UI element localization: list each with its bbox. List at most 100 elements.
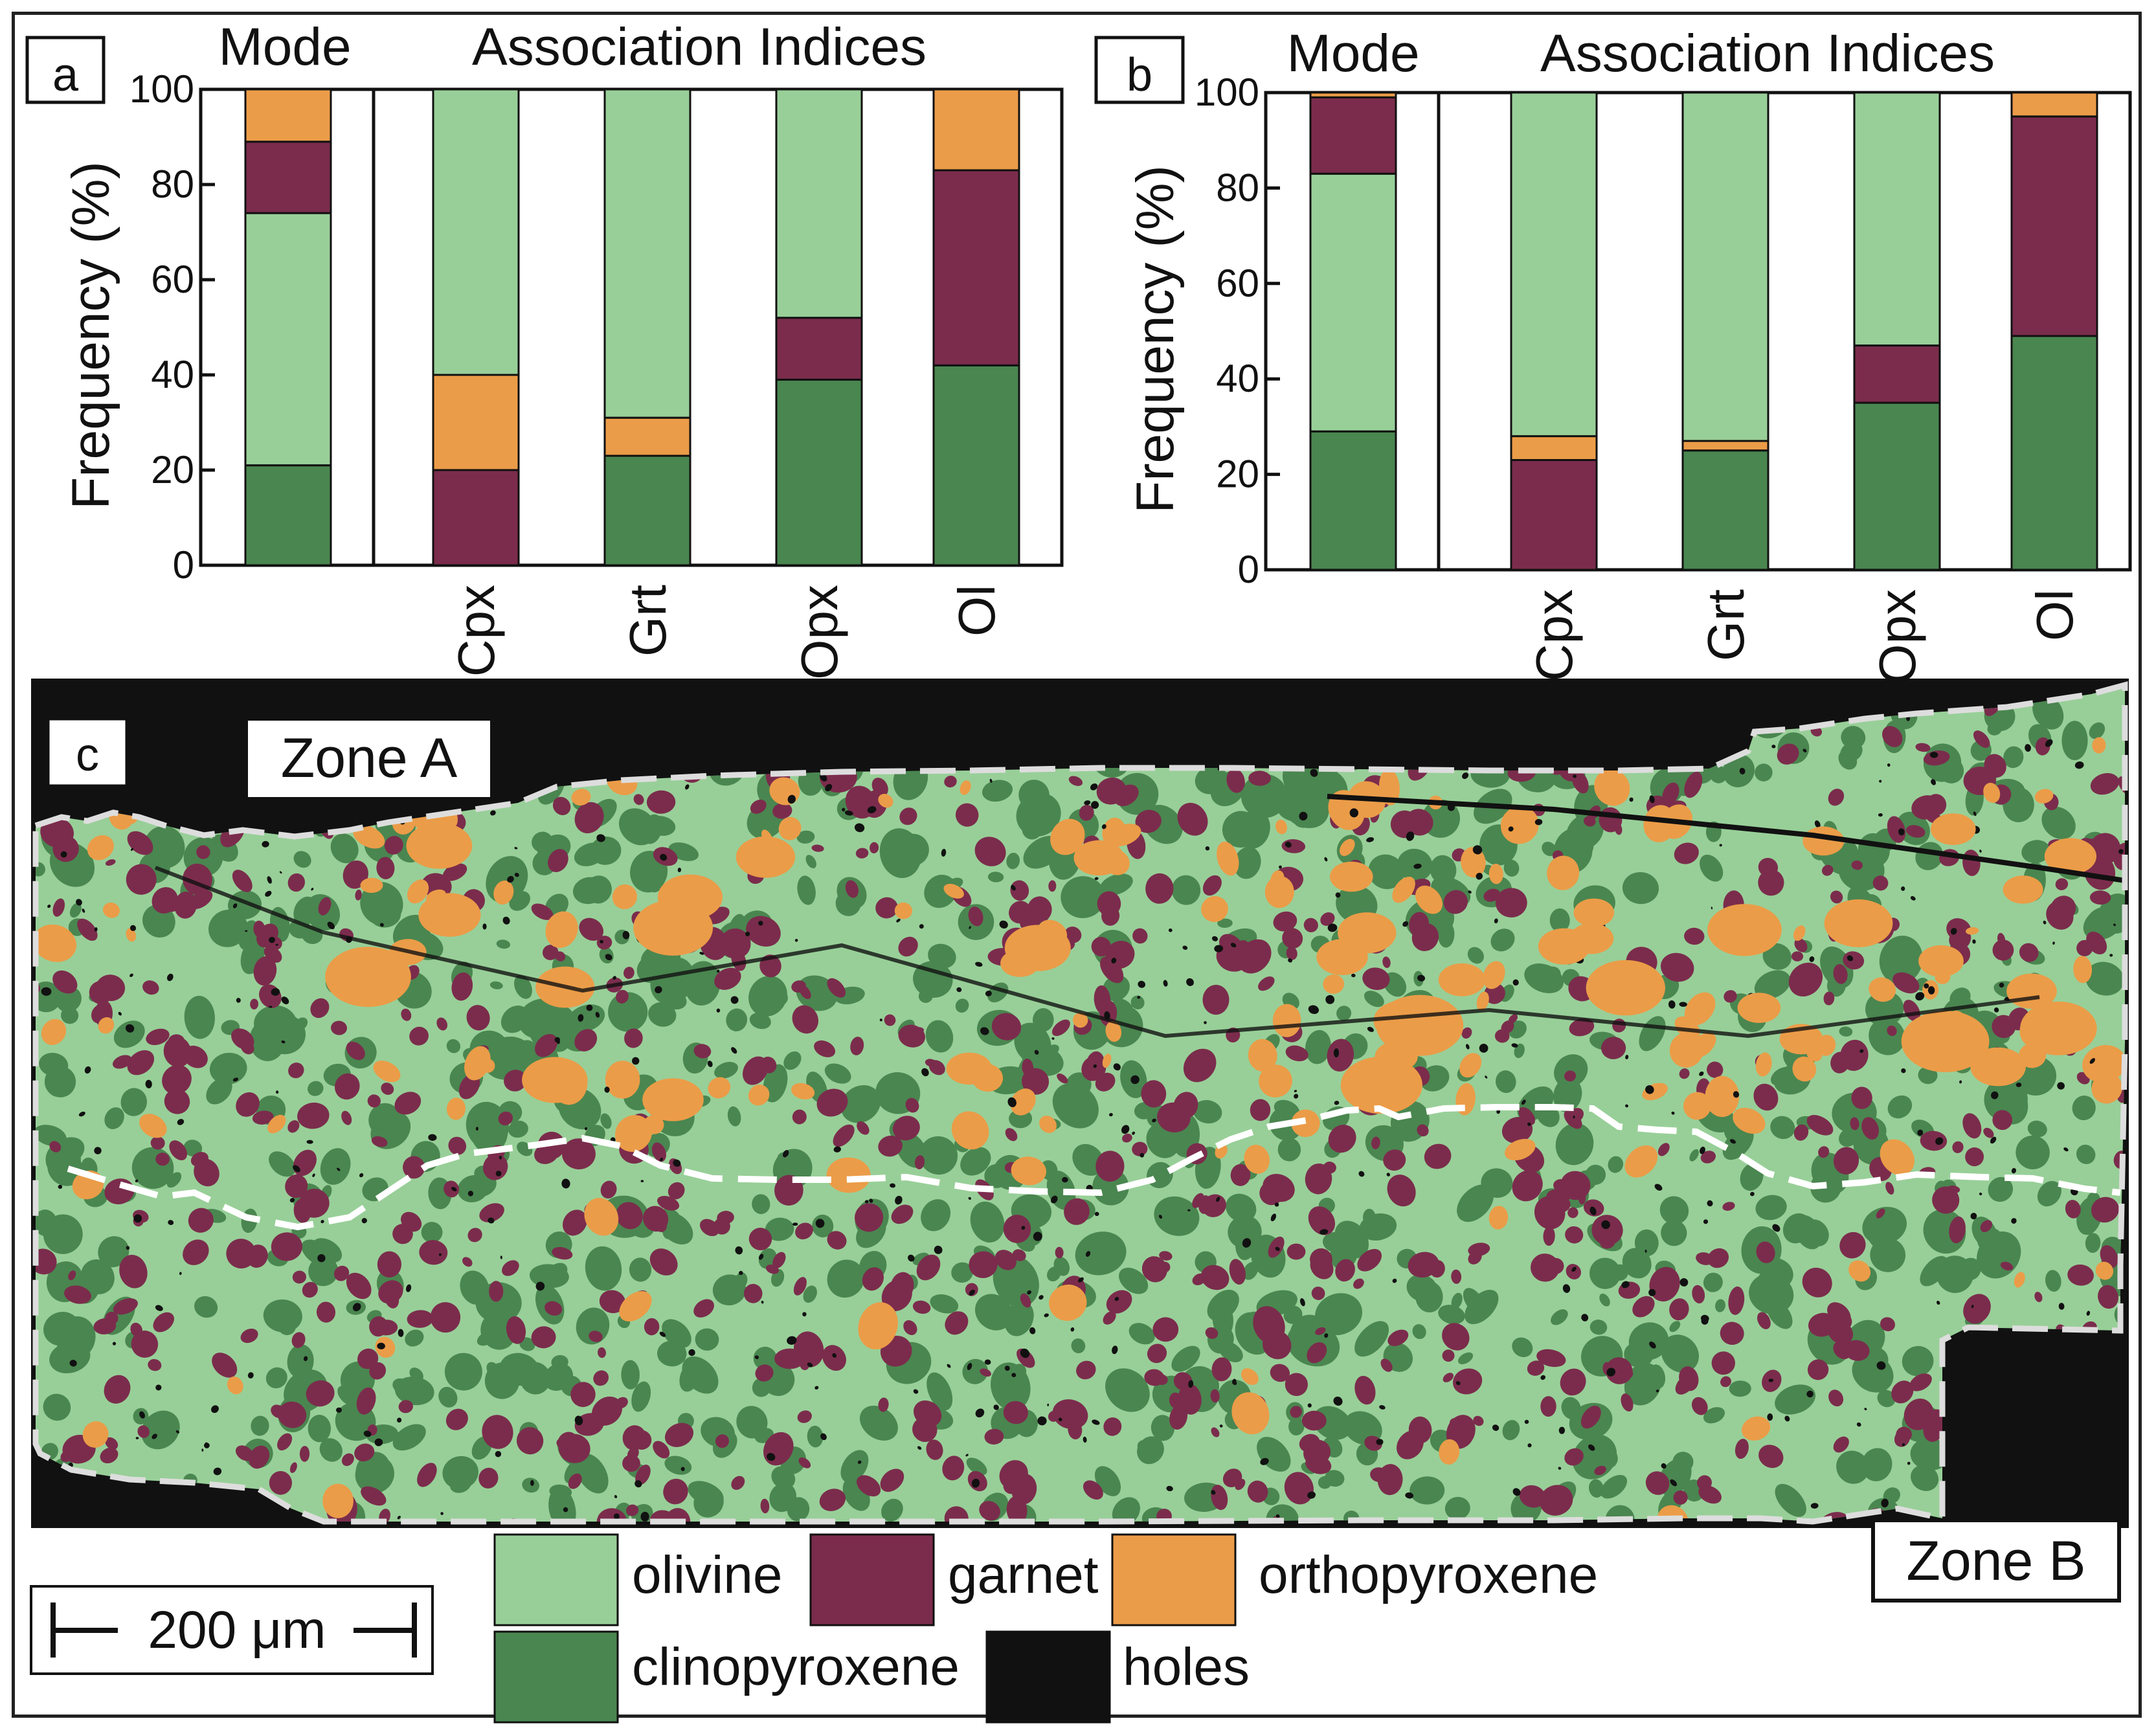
mineral-grain xyxy=(1707,904,1782,956)
mineral-grain xyxy=(1071,1338,1086,1354)
mineral-grain xyxy=(392,1424,426,1451)
mineral-grain xyxy=(734,1272,748,1289)
mineral-grain xyxy=(1729,1380,1751,1397)
mineral-grain xyxy=(1438,1305,1465,1325)
mineral-grain xyxy=(522,1478,540,1493)
mineral-grain xyxy=(991,1362,1031,1411)
mineral-grain xyxy=(1770,1066,1793,1086)
panel-b: b Mode Association Indices Frequency (%)… xyxy=(1094,24,2132,684)
legend-label-garnet: garnet xyxy=(948,1546,1099,1604)
mineral-grain xyxy=(438,1386,458,1408)
mineral-grain xyxy=(805,855,816,869)
mineral-grain xyxy=(807,1425,824,1448)
mineral-grain xyxy=(974,1294,1013,1331)
mineral-grain xyxy=(1586,960,1665,1016)
mineral-grain xyxy=(1233,846,1261,879)
scale-bar-label: 200 μm xyxy=(148,1601,326,1659)
mineral-grain xyxy=(1566,1264,1581,1279)
mineral-grain xyxy=(1183,1048,1217,1083)
mineral-grain xyxy=(803,1285,817,1303)
bar-segment-olivine xyxy=(1853,91,1941,347)
y-tick-label: 20 xyxy=(1216,453,1259,496)
mineral-grain xyxy=(1316,939,1368,975)
mineral-grain xyxy=(1580,1406,1601,1429)
mineral-grain xyxy=(1661,1334,1699,1373)
mineral-grain xyxy=(535,1034,558,1057)
legend-swatch-olivine xyxy=(493,1533,619,1626)
mineral-grain xyxy=(1368,854,1404,890)
mineral-grain xyxy=(330,833,359,864)
legend-swatch-garnet xyxy=(809,1533,935,1626)
bar-segment-garnet xyxy=(1510,458,1598,571)
bar-segment-olivine xyxy=(1510,91,1598,438)
mineral-grain xyxy=(714,1062,738,1079)
mineral-grain xyxy=(1608,1156,1624,1173)
mineral-grain xyxy=(1328,1125,1356,1153)
panel-a-plot: 0 20 40 60 80 100 Cpx Grt Opx Ol xyxy=(129,67,1064,680)
mineral-grain xyxy=(403,1156,425,1179)
mineral-grain xyxy=(2061,721,2088,761)
mineral-grain xyxy=(1713,1114,1732,1131)
mineral-grain xyxy=(1949,987,1971,1007)
mineral-grain xyxy=(1802,1267,1832,1298)
mineral-grain xyxy=(1879,936,1923,985)
mineral-grain xyxy=(796,830,815,844)
mineral-grain xyxy=(1622,1248,1652,1279)
mineral-grain xyxy=(36,1125,67,1147)
mineral-grain xyxy=(184,996,215,1039)
mineral-grain xyxy=(662,991,687,1010)
mineral-grain xyxy=(1689,1149,1699,1162)
mineral-grain xyxy=(1354,1321,1389,1357)
mineral-grain xyxy=(1375,1041,1418,1072)
mineral-grain xyxy=(629,1257,652,1282)
mineral-grain xyxy=(1987,722,2003,736)
mineral-grain xyxy=(1722,1127,1754,1160)
mineral-grain xyxy=(1151,1415,1174,1441)
x-tick-label: Grt xyxy=(1697,589,1755,661)
mineral-grain xyxy=(320,1148,351,1185)
mineral-grain xyxy=(879,828,922,879)
mineral-grain xyxy=(1217,918,1233,928)
mineral-grain xyxy=(664,1423,694,1447)
mineral-grain xyxy=(574,842,606,866)
mineral-grain xyxy=(1737,993,1781,1023)
mineral-grain xyxy=(679,1362,701,1392)
bar-segment-orthopyroxene xyxy=(1510,435,1598,461)
mineral-grain xyxy=(1624,1342,1654,1367)
panel-a-letter-box xyxy=(25,36,106,104)
mineral-grain xyxy=(693,1487,724,1518)
mineral-grain xyxy=(1288,1417,1305,1435)
mineral-grain xyxy=(1749,1274,1794,1314)
mineral-grain xyxy=(39,1053,69,1077)
mineral-grain xyxy=(919,1136,958,1175)
panel-a-letter: a xyxy=(52,49,79,101)
mineral-grain xyxy=(1016,793,1061,837)
mineral-grain xyxy=(1755,1195,1787,1220)
mineral-grain xyxy=(752,1194,770,1215)
legend-label-clinopyroxene: clinopyroxene xyxy=(632,1637,960,1696)
bar-segment-garnet xyxy=(2010,115,2098,337)
mineral-grain xyxy=(2003,875,2043,904)
mineral-grain xyxy=(543,1363,573,1391)
mineral-grain xyxy=(1412,1324,1426,1340)
bar-segment-clinopyroxene xyxy=(932,364,1020,567)
mineral-grain xyxy=(1171,875,1201,905)
mineral-grain xyxy=(98,1236,129,1268)
mineral-grain xyxy=(1600,1474,1628,1499)
mineral-grain xyxy=(322,1483,354,1518)
mineral-grain xyxy=(1145,873,1174,904)
bar-segment-orthopyroxene xyxy=(603,416,691,457)
x-tick-label: Opx xyxy=(791,585,848,680)
association-indices-label: Association Indices xyxy=(472,17,926,76)
mineral-grain xyxy=(150,1136,165,1150)
mineral-grain xyxy=(1409,1476,1445,1505)
mineral-grain xyxy=(337,1386,359,1406)
mineral-grain xyxy=(1703,1272,1723,1292)
mineral-grain xyxy=(585,1246,622,1291)
mineral-grain xyxy=(188,890,213,910)
mineral-grain xyxy=(49,1341,91,1374)
mineral-grain xyxy=(2041,806,2076,840)
mineral-grain xyxy=(325,947,411,1007)
panel-b-plot: 0 20 40 60 80 100 Cpx Grt Opx Ol xyxy=(1195,71,2132,684)
mineral-grain xyxy=(421,1222,443,1243)
